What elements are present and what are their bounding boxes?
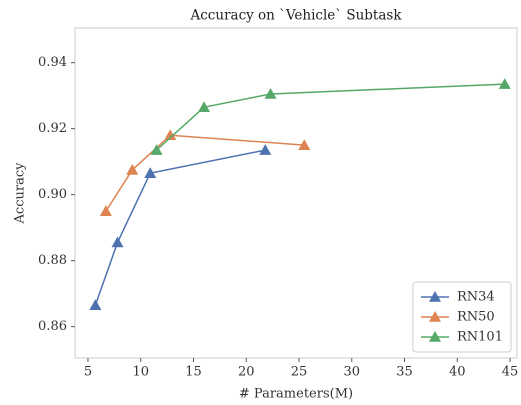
x-tick-label: 45 <box>502 365 519 380</box>
marker <box>164 129 177 141</box>
x-tick-label: 20 <box>238 365 255 380</box>
marker <box>99 205 112 216</box>
x-axis-label: # Parameters(M) <box>239 387 353 402</box>
legend-label: RN34 <box>457 290 495 305</box>
marker <box>89 299 102 310</box>
marker <box>126 163 139 175</box>
x-tick-label: 15 <box>185 365 202 380</box>
legend-label: RN101 <box>457 330 503 345</box>
y-tick-label: 0.86 <box>38 319 67 334</box>
legend-marker <box>429 311 441 322</box>
x-tick-label: 40 <box>449 365 466 380</box>
y-tick-label: 0.90 <box>38 187 67 202</box>
y-tick-label: 0.94 <box>38 55 67 70</box>
x-tick-label: 25 <box>291 365 308 380</box>
marker <box>259 144 272 155</box>
x-tick-label: 10 <box>132 365 149 380</box>
marker <box>111 236 124 248</box>
y-axis-label: Accuracy <box>13 162 28 225</box>
legend-marker <box>429 331 441 342</box>
legend-marker <box>429 291 441 302</box>
y-tick-label: 0.88 <box>38 253 67 268</box>
series-line <box>94 149 266 306</box>
x-tick-label: 35 <box>396 365 413 380</box>
y-tick-label: 0.92 <box>38 121 67 136</box>
marker <box>298 139 311 150</box>
marker <box>144 167 157 178</box>
x-tick-label: 5 <box>84 365 92 380</box>
series-line <box>105 134 305 212</box>
series-line <box>156 83 505 151</box>
marker <box>264 88 277 99</box>
legend-label: RN50 <box>457 310 495 325</box>
chart-title: Accuracy on `Vehicle` Subtask <box>190 8 403 24</box>
marker <box>498 78 511 89</box>
marker <box>198 101 211 112</box>
x-tick-label: 30 <box>343 365 360 380</box>
marker <box>150 144 163 155</box>
